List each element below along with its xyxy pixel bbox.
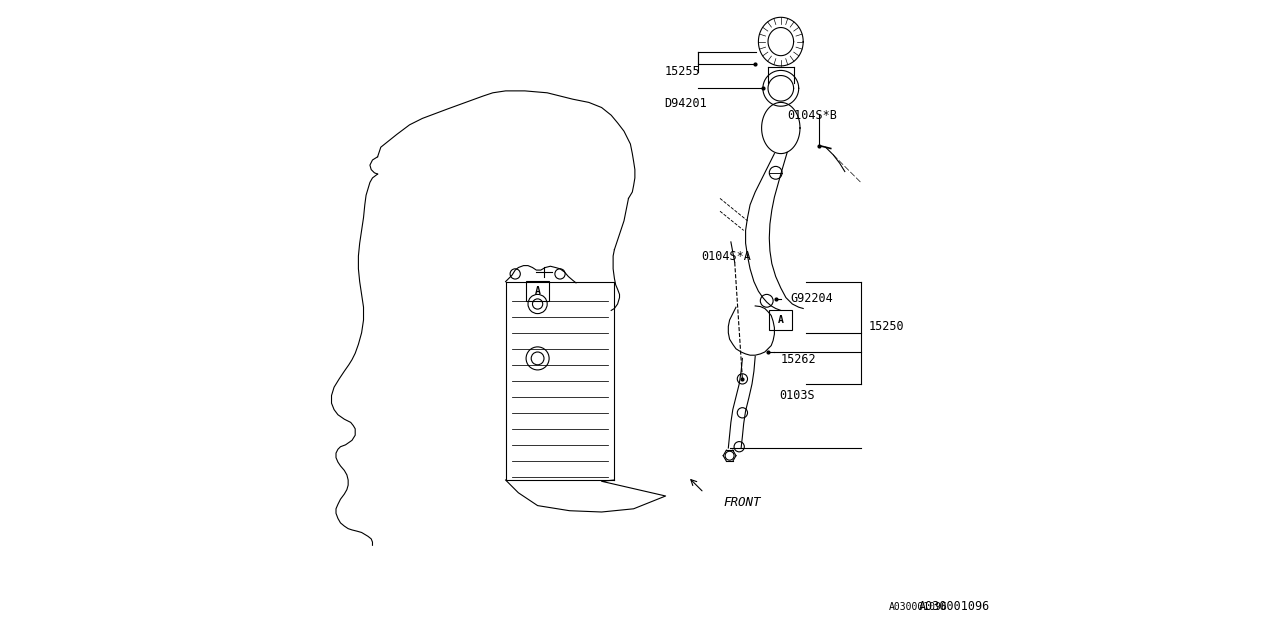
Text: 15255: 15255 bbox=[664, 65, 700, 78]
Text: 0103S: 0103S bbox=[780, 389, 815, 402]
Text: FRONT: FRONT bbox=[723, 496, 760, 509]
Text: D94201: D94201 bbox=[664, 97, 707, 110]
Text: 15262: 15262 bbox=[781, 353, 817, 366]
Text: A030001096: A030001096 bbox=[890, 602, 947, 612]
Text: 15250: 15250 bbox=[869, 320, 905, 333]
Text: A: A bbox=[535, 286, 540, 296]
Text: 0104S*A: 0104S*A bbox=[701, 250, 750, 262]
Text: A: A bbox=[778, 315, 783, 325]
Text: A030001096: A030001096 bbox=[919, 600, 989, 613]
Text: 0104S*B: 0104S*B bbox=[787, 109, 837, 122]
Text: G92204: G92204 bbox=[791, 292, 833, 305]
